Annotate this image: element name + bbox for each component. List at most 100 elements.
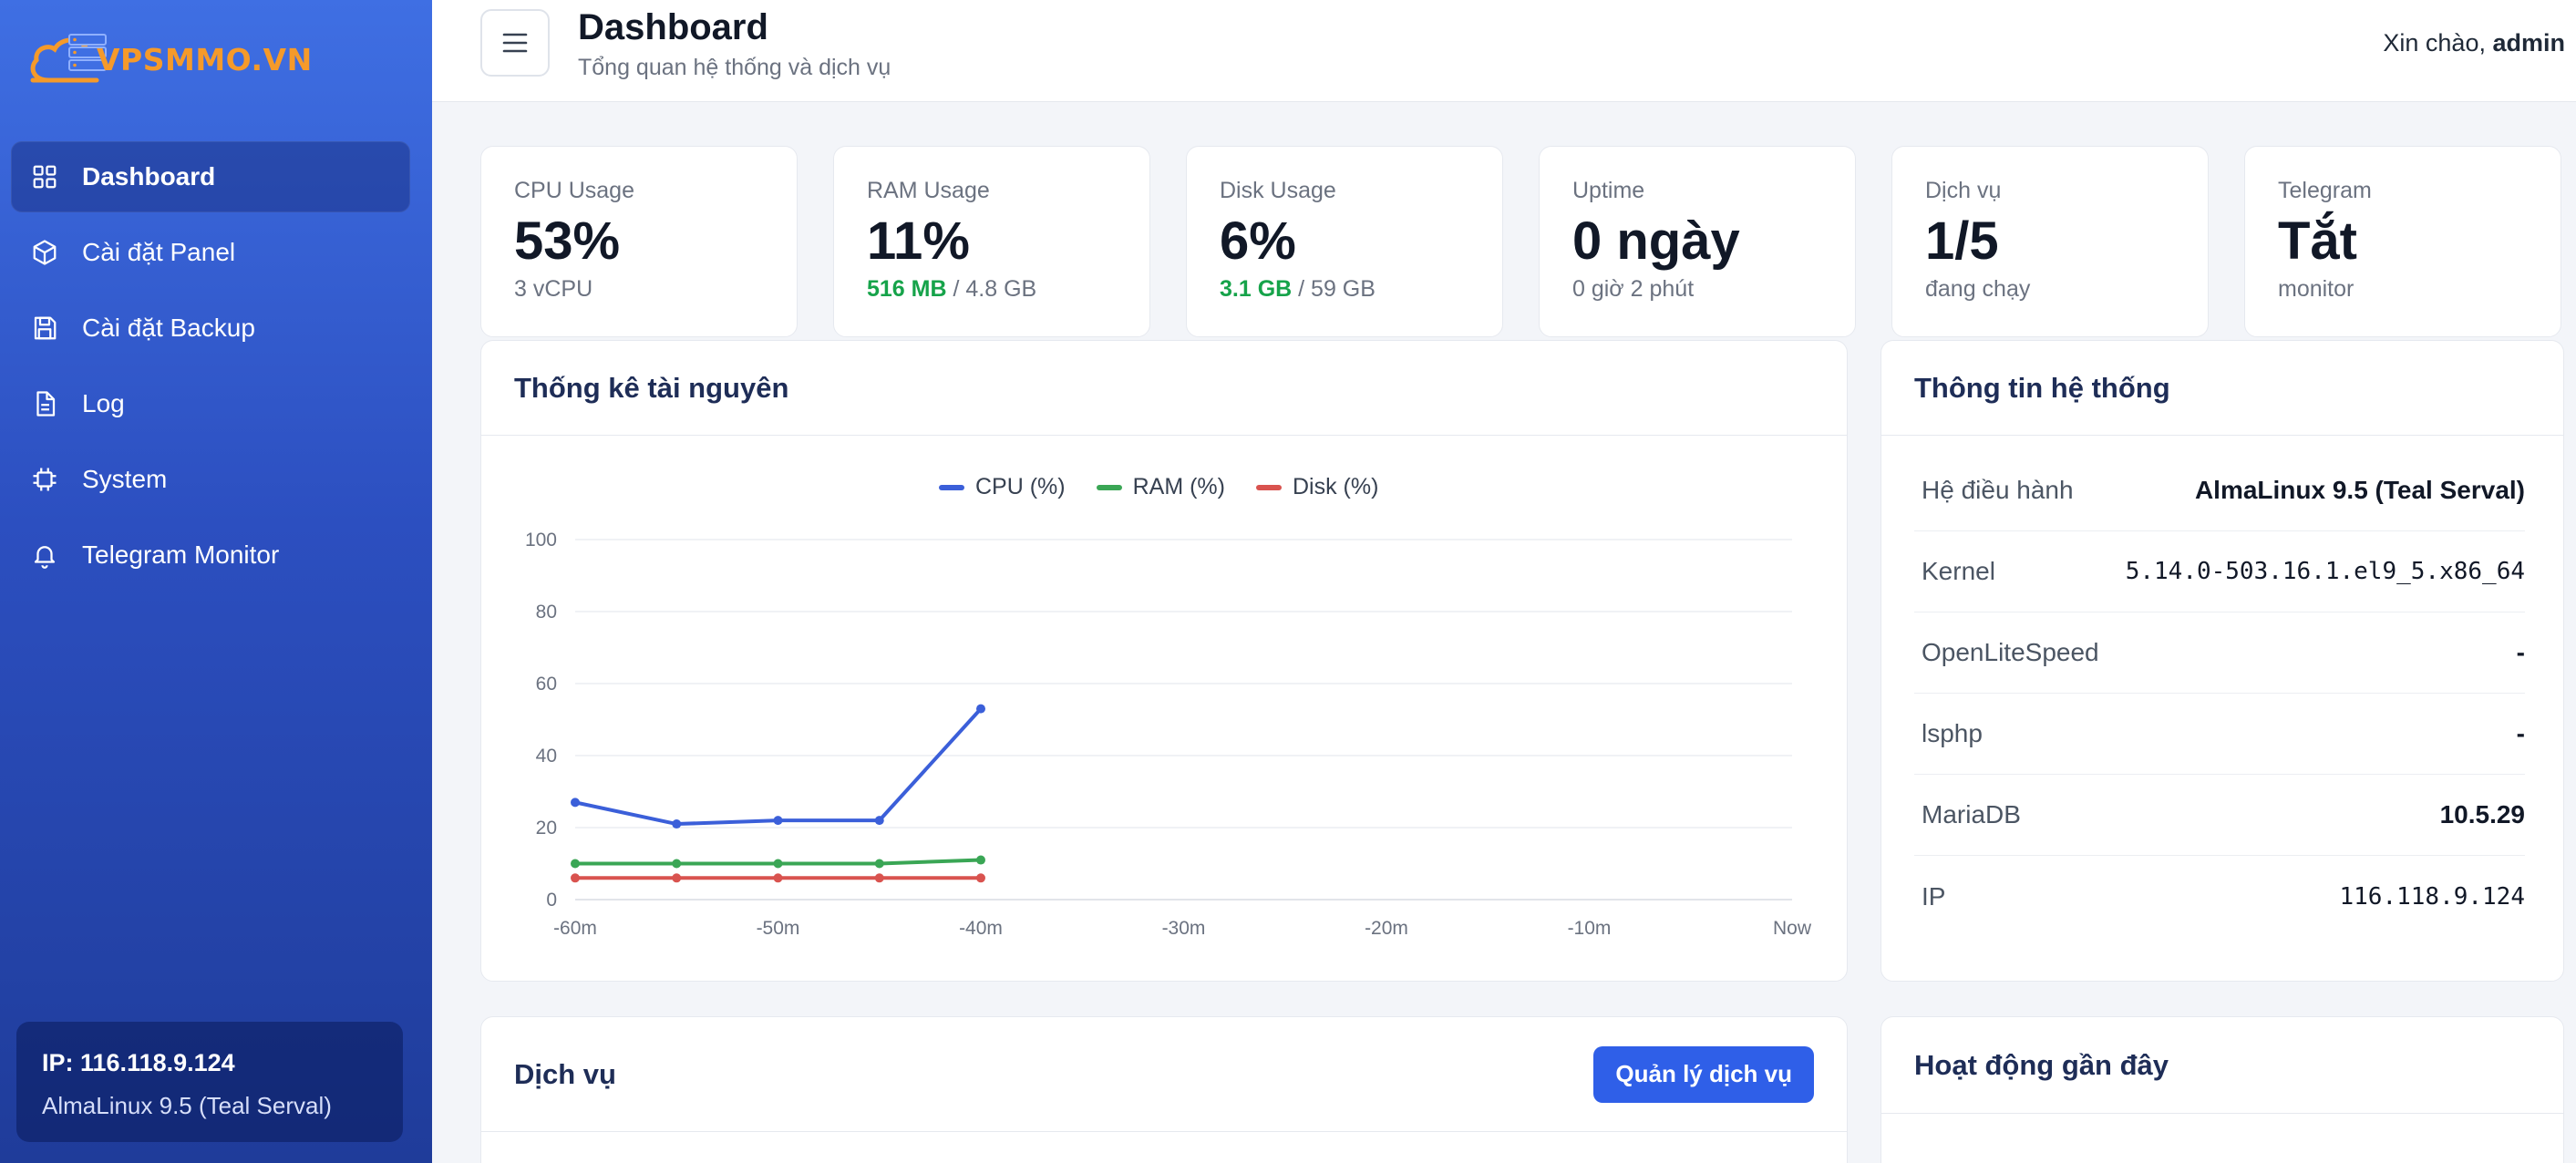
sidebar-item-label: Telegram Monitor	[82, 540, 280, 569]
legend-label: CPU (%)	[975, 474, 1066, 499]
hamburger-icon	[502, 33, 528, 53]
system-info-panel: Thông tin hệ thống Hệ điều hành AlmaLinux…	[1880, 340, 2564, 982]
data-point	[773, 816, 783, 826]
data-point	[976, 855, 985, 865]
stat-label: Dịch vụ	[1925, 178, 2002, 203]
grid-icon	[33, 165, 57, 189]
info-key: lsphp	[1922, 719, 1983, 747]
panel-header: Dịch vụ Quản lý dịch vụ	[481, 1017, 1847, 1132]
menu-toggle-button[interactable]	[480, 9, 550, 77]
top-header: Dashboard Tổng quan hệ thống và dịch vụ …	[432, 0, 2576, 102]
username: admin	[2492, 29, 2565, 57]
stat-value: Tắt	[2278, 211, 2357, 271]
stat-label: Telegram	[2278, 178, 2372, 203]
x-tick-label: -10m	[1568, 918, 1612, 939]
bell-icon	[34, 546, 56, 569]
y-tick-label: 40	[536, 746, 557, 767]
panel-header: Thông tin hệ thống	[1881, 341, 2563, 436]
info-value: -	[2516, 719, 2525, 747]
panel-title: Thống kê tài nguyên	[514, 371, 789, 404]
stat-sub: monitor	[2278, 275, 2354, 302]
stat-label: RAM Usage	[867, 178, 990, 203]
legend-item-cpu[interactable]: CPU (%)	[939, 474, 1066, 500]
x-tick-label: Now	[1773, 918, 1812, 939]
data-point	[874, 816, 884, 826]
manage-services-button[interactable]: Quản lý dịch vụ	[1593, 1045, 1814, 1103]
stat-sub: 0 giờ 2 phút	[1572, 275, 1695, 302]
panel-title: Dịch vụ	[514, 1057, 616, 1090]
panel-title: Thông tin hệ thống	[1914, 371, 2170, 404]
y-tick-label: 0	[546, 890, 557, 911]
x-tick-label: -60m	[553, 918, 597, 939]
legend-item-ram[interactable]: RAM (%)	[1096, 474, 1225, 500]
info-row-os: Hệ điều hành AlmaLinux 9.5 (Teal Serval)	[1914, 450, 2525, 531]
resource-stats-panel: Thống kê tài nguyên	[480, 340, 1848, 982]
x-tick-label: -50m	[757, 918, 800, 939]
sidebar-item-label: System	[82, 465, 168, 493]
stat-card-uptime: Uptime 0 ngày 0 giờ 2 phút	[1539, 146, 1856, 337]
save-icon	[34, 316, 57, 340]
sidebar-item-system[interactable]: System	[11, 444, 410, 515]
data-point	[773, 859, 783, 869]
stat-sub: đang chạy	[1925, 275, 2031, 302]
server-info-card: IP: 116.118.9.124 AlmaLinux 9.5 (Teal Se…	[16, 1022, 403, 1142]
info-key: MariaDB	[1922, 800, 2021, 829]
stat-card-disk: Disk Usage 6% 3.1 GB / 59 GB	[1186, 146, 1503, 337]
sidebar-item-label: Cài đặt Backup	[82, 314, 255, 342]
cloud-server-icon	[30, 34, 107, 83]
legend-swatch	[939, 484, 964, 490]
y-tick-label: 100	[525, 530, 557, 551]
sidebar-item-label: Cài đặt Panel	[82, 238, 236, 266]
data-point	[571, 859, 580, 869]
y-tick-label: 60	[536, 674, 557, 695]
series-line-0	[574, 707, 983, 827]
chart-legend: CPU (%) RAM (%) Disk (%)	[939, 474, 1378, 500]
stat-value: 11%	[867, 211, 970, 271]
info-key: IP	[1922, 881, 1946, 911]
sidebar-item-panel-settings[interactable]: Cài đặt Panel	[11, 217, 410, 288]
greeting-text: Xin chào,	[2383, 29, 2486, 57]
info-value: 5.14.0-503.16.1.el9_5.x86_64	[2125, 558, 2525, 585]
data-point	[571, 798, 580, 808]
stat-card-services: Dịch vụ 1/5 đang chạy	[1891, 146, 2209, 337]
legend-item-disk[interactable]: Disk (%)	[1256, 474, 1378, 500]
x-tick-label: -40m	[959, 918, 1003, 939]
sidebar-item-label: Dashboard	[82, 162, 216, 190]
stat-value: 6%	[1220, 211, 1296, 271]
sidebar-item-log[interactable]: Log	[11, 368, 410, 439]
info-value: AlmaLinux 9.5 (Teal Serval)	[2194, 476, 2525, 504]
info-row-kernel: Kernel 5.14.0-503.16.1.el9_5.x86_64	[1914, 531, 2525, 612]
info-row-openlitespeed: OpenLiteSpeed -	[1914, 612, 2525, 694]
stat-card-telegram: Telegram Tắt monitor	[2244, 146, 2561, 337]
x-tick-label: -20m	[1365, 918, 1408, 939]
sidebar-item-telegram-monitor[interactable]: Telegram Monitor	[11, 520, 410, 591]
sidebar-item-backup-settings[interactable]: Cài đặt Backup	[11, 293, 410, 364]
cpu-icon	[33, 468, 57, 491]
stat-card-cpu: CPU Usage 53% 3 vCPU	[480, 146, 798, 337]
data-point	[672, 819, 682, 829]
info-row-mariadb: MariaDB 10.5.29	[1914, 775, 2525, 856]
info-key: OpenLiteSpeed	[1922, 638, 2099, 666]
y-tick-label: 20	[536, 818, 557, 839]
server-os: AlmaLinux 9.5 (Teal Serval)	[42, 1092, 332, 1119]
panel-header: Hoạt động gần đây	[1881, 1017, 2563, 1114]
stat-sub-total: / 4.8 GB	[946, 275, 1037, 302]
panel-title: Hoạt động gần đây	[1914, 1048, 2169, 1081]
cube-icon	[33, 240, 57, 265]
info-key: Hệ điều hành	[1922, 476, 2074, 504]
sidebar-item-dashboard[interactable]: Dashboard	[11, 141, 410, 212]
info-value: -	[2516, 638, 2525, 666]
data-point	[874, 873, 884, 883]
y-tick-label: 80	[536, 602, 557, 623]
file-icon	[36, 391, 56, 417]
system-info-list: Hệ điều hành AlmaLinux 9.5 (Teal Serval) …	[1881, 436, 2563, 937]
brand-logo[interactable]: VPSMMO.VN	[24, 27, 334, 91]
stat-value: 53%	[514, 211, 621, 271]
stat-value: 1/5	[1925, 211, 1999, 271]
info-value: 116.118.9.124	[2339, 882, 2526, 911]
brand-name: VPSMMO.VN	[97, 41, 313, 77]
x-tick-label: -30m	[1162, 918, 1206, 939]
sidebar-nav: Dashboard Cài đặt Panel Cài đặt Backup L…	[11, 141, 410, 595]
user-greeting[interactable]: Xin chào, admin	[2383, 29, 2565, 57]
stat-sub: 516 MB / 4.8 GB	[867, 276, 1117, 303]
